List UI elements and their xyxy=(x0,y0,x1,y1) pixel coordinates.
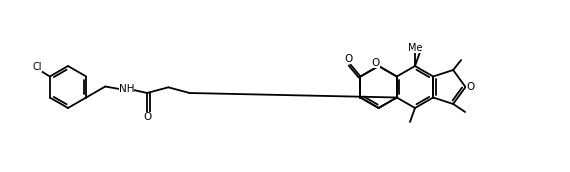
Text: O: O xyxy=(344,53,353,63)
Text: O: O xyxy=(466,82,475,92)
Text: O: O xyxy=(372,58,380,68)
Text: Cl: Cl xyxy=(32,62,42,72)
Text: Me: Me xyxy=(408,43,422,53)
Text: NH: NH xyxy=(119,84,135,94)
Text: O: O xyxy=(143,112,151,122)
